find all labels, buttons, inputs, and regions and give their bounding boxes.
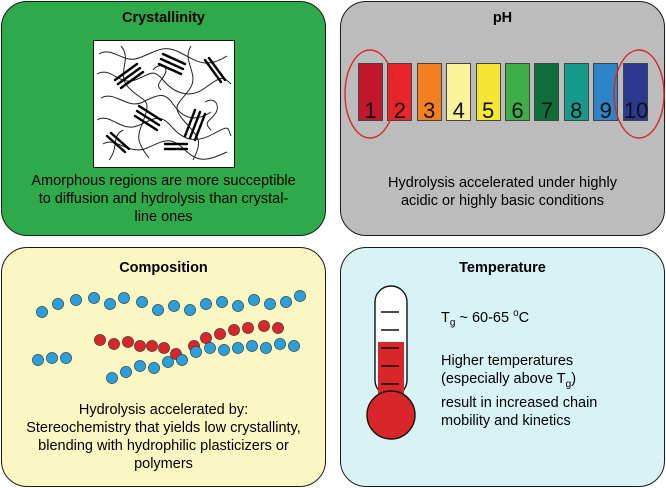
- blue-chain-bottom-bead: [260, 342, 272, 354]
- ph-label-3: 3: [423, 98, 436, 123]
- blue-chain-bottom-bead: [106, 372, 118, 384]
- ph-panel: pH 1 2 3 4 5 6 7 8 9 10 Hydrolysis accelerated un…: [340, 1, 665, 236]
- red-chain-left-bead: [122, 336, 134, 348]
- red-chain-middle-bead: [146, 340, 158, 352]
- blue-chain-top-bead: [294, 290, 306, 302]
- blue-chain-top-bead: [168, 300, 180, 312]
- red-chain-right-bead: [258, 320, 270, 332]
- red-chain-left-bead: [108, 338, 120, 350]
- ph-label-1: 1: [364, 98, 377, 123]
- temperature-title: Temperature: [459, 260, 546, 276]
- blue-chain-bottom-bead: [232, 342, 244, 354]
- blue-chain-bottom: [106, 338, 300, 384]
- ph-label-5: 5: [481, 98, 495, 123]
- ph-swatch-5: [475, 63, 501, 121]
- composition-title: Composition: [119, 260, 208, 276]
- polymer-morphology-illustration: [93, 40, 235, 168]
- red-chain-left-bead: [94, 334, 106, 346]
- crystallinity-title: Crystallinity: [122, 10, 205, 26]
- red-chain-left-bead: [134, 340, 146, 352]
- ph-label-6: 6: [511, 98, 524, 123]
- blue-chain-bottom-bead: [204, 342, 216, 354]
- red-chain-right-bead: [272, 322, 284, 334]
- blue-chain-top-bead: [184, 304, 196, 316]
- blue-chain-tail-bead: [60, 352, 72, 364]
- blue-chain-bottom-bead: [148, 362, 160, 374]
- red-chain-middle: [146, 340, 182, 360]
- temperature-description: Higher temperatures (especially above Tg…: [441, 353, 598, 429]
- red-chain-right-bead: [228, 324, 240, 336]
- ph-label-9: 9: [599, 98, 612, 123]
- blue-chain-bottom-bead: [176, 354, 188, 366]
- ph-swatch-7: [534, 63, 560, 121]
- ph-description: Hydrolysis accelerated under highly acid…: [388, 175, 617, 209]
- blue-chain-top-bead: [280, 296, 292, 308]
- blue-chain-top-bead: [118, 292, 130, 304]
- temperature-panel: Temperature Tg ~ 60-65 oC Higher tempera…: [340, 247, 665, 487]
- red-chain-left: [94, 334, 146, 352]
- blue-chain-top-bead: [200, 298, 212, 310]
- ph-swatch-8: [563, 63, 589, 121]
- ph-swatch-4: [446, 63, 472, 121]
- blue-chain-bottom-bead: [246, 340, 258, 352]
- thermometer-icon: [366, 285, 416, 440]
- polymer-chains-illustration: [32, 290, 306, 384]
- ph-label-2: 2: [393, 98, 407, 123]
- ph-10-highlight-circle: [613, 49, 665, 139]
- blue-chain-top-bead: [216, 296, 228, 308]
- composition-panel: Composition Hydrolysis accelerated by: S…: [1, 247, 326, 487]
- blue-chain-top-bead: [70, 294, 82, 306]
- blue-chain-bottom-bead: [134, 360, 146, 372]
- blue-chain-top: [36, 290, 306, 318]
- blue-chain-bottom-bead: [162, 356, 174, 368]
- blue-chain-tail-bead: [46, 352, 58, 364]
- blue-chain-top-bead: [52, 298, 64, 310]
- composition-description: Hydrolysis accelerated by: Stereochemist…: [26, 402, 301, 472]
- crystallinity-description: Amorphous regions are more succeptible t…: [31, 173, 296, 225]
- red-chain-right-bead: [214, 328, 226, 340]
- ph-1-highlight-circle: [344, 49, 396, 139]
- blue-chain-top-bead: [36, 306, 48, 318]
- blue-chain-tail-bead: [32, 354, 44, 366]
- ph-label-7: 7: [540, 98, 554, 123]
- ph-swatch-1: [358, 63, 383, 121]
- ph-swatch-3: [416, 63, 442, 121]
- blue-chain-bottom-bead: [190, 346, 202, 358]
- blue-chain-bottom-bead: [218, 344, 230, 356]
- ph-highlight-circles: [344, 49, 665, 139]
- ph-label-4: 4: [452, 98, 465, 123]
- ph-title: pH: [492, 10, 513, 26]
- blue-chain-top-bead: [248, 294, 260, 306]
- blue-chain-bottom-bead: [120, 366, 132, 378]
- blue-chain-top-bead: [152, 304, 164, 316]
- red-chain-right-bead: [242, 322, 254, 334]
- crystallinity-panel: Crystallinity Amorphous regions are more…: [1, 1, 326, 236]
- blue-chain-top-bead: [136, 296, 148, 308]
- blue-chain-bottom-bead: [288, 340, 300, 352]
- tg-value-label: Tg ~ 60-65 oC: [441, 308, 530, 329]
- blue-chain-tail: [32, 352, 72, 366]
- blue-chain-bottom-bead: [274, 338, 286, 350]
- blue-chain-top-bead: [88, 292, 100, 304]
- ph-swatch-6: [505, 63, 530, 121]
- blue-chain-top-bead: [232, 300, 244, 312]
- ph-swatch-10: [622, 63, 648, 121]
- red-chain-right-bead: [200, 332, 212, 344]
- blue-chain-top-bead: [264, 298, 276, 310]
- ph-label-10: 10: [623, 98, 649, 123]
- blue-chain-top-bead: [104, 298, 116, 310]
- ph-label-8: 8: [570, 98, 583, 123]
- red-chain-middle-bead: [158, 342, 170, 354]
